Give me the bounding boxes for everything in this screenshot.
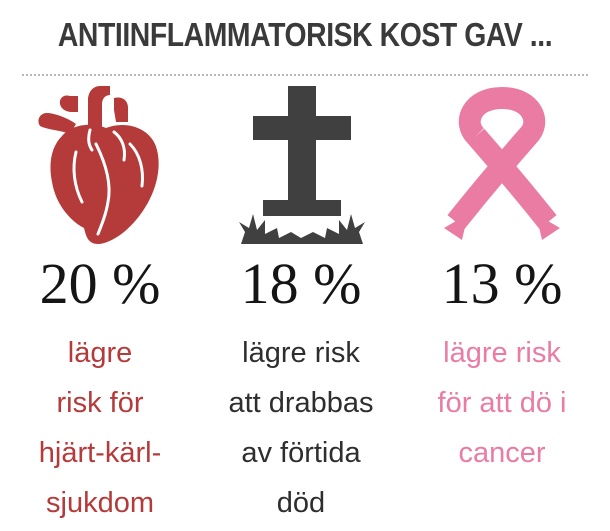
description-line: av förtida <box>241 437 361 469</box>
heart-icon <box>0 82 200 252</box>
description-line: lägre risk <box>443 337 561 369</box>
description-line: lägre risk <box>242 337 360 369</box>
stat-value: 13 % <box>441 251 563 316</box>
stat-description: lägre risk att drabbas av förtida död <box>201 328 401 528</box>
title-divider <box>22 74 588 76</box>
description-line: att drabbas <box>228 387 374 419</box>
stat-value: 18 % <box>240 251 362 316</box>
page-title: ANTIINFLAMMATORISK KOST GAV ... <box>57 16 553 53</box>
description-line: för att dö i <box>437 387 567 419</box>
description-line: sjukdom <box>46 487 154 519</box>
cancer-ribbon-icon <box>402 82 602 252</box>
stat-description: lägre risk för hjärt-kärl- sjukdom <box>0 328 200 528</box>
stat-description: lägre risk för att dö i cancer <box>402 328 602 478</box>
stat-value: 20 % <box>39 251 161 316</box>
stat-cancer-death: 13 % lägre risk för att dö i cancer <box>402 82 602 527</box>
grave-cross-icon <box>201 82 401 252</box>
description-line: cancer <box>458 437 546 469</box>
description-line: lägre <box>67 337 133 369</box>
description-line: hjärt-kärl- <box>38 437 162 469</box>
stat-heart-disease: 20 % lägre risk för hjärt-kärl- sjukdom <box>0 82 200 527</box>
description-line: död <box>276 487 326 519</box>
stat-premature-death: 18 % lägre risk att drabbas av förtida d… <box>201 82 401 527</box>
description-line: risk för <box>56 387 144 419</box>
